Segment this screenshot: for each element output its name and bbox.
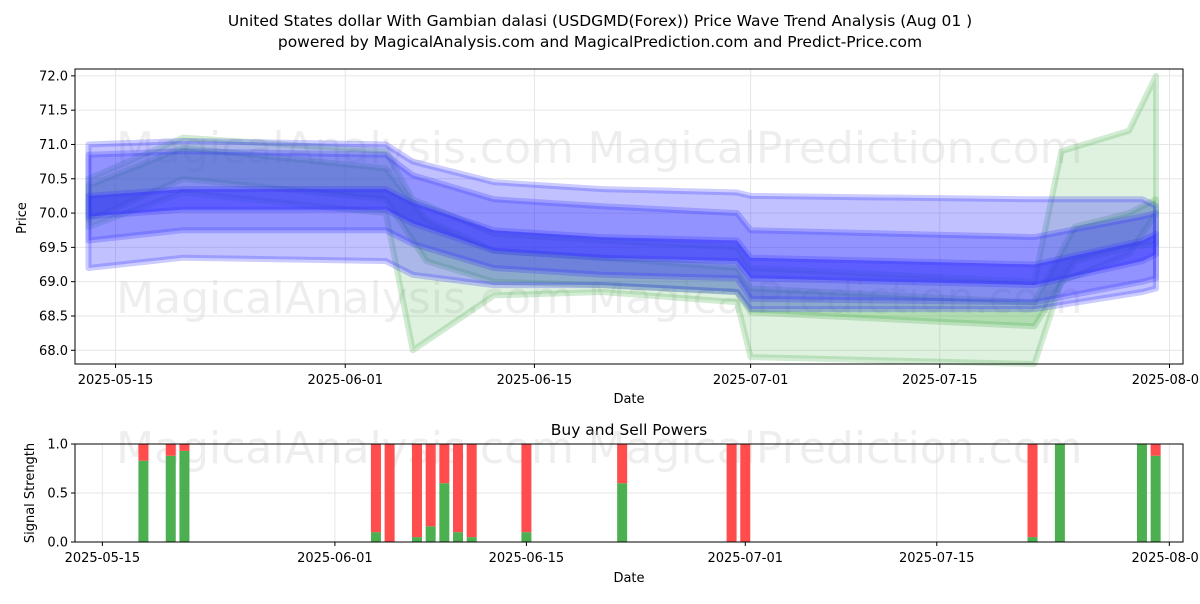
watermark-prediction-top: MagicalPrediction.com — [588, 123, 1083, 174]
price-x-tick-label: 2025-05-15 — [78, 373, 154, 388]
price-y-tick-label: 70.5 — [39, 172, 68, 187]
buy-bar — [617, 483, 628, 542]
sell-bar — [1150, 444, 1161, 456]
price-grid — [75, 69, 1183, 364]
sell-bar — [453, 444, 464, 533]
price-x-tick-label: 2025-06-15 — [497, 373, 573, 388]
sell-bar — [138, 444, 149, 461]
price-y-tick-label: 68.0 — [39, 344, 68, 359]
price-y-tick-label: 69.0 — [39, 275, 68, 290]
price-y-tick-label: 72.0 — [39, 69, 68, 84]
buy-bar — [411, 537, 422, 542]
price-x-axis-label: Date — [613, 392, 644, 407]
signal-x-tick-label: 2025-08-01 — [1132, 551, 1200, 566]
signal-y-axis: 0.0 0.5 1.0 — [47, 438, 75, 551]
signal-x-axis-label: Date — [613, 571, 644, 586]
price-watermarks: MagicalAnalysis.com MagicalPrediction.co… — [116, 123, 1082, 324]
signal-x-tick-label: 2025-06-01 — [297, 551, 373, 566]
signal-x-tick-label: 2025-06-15 — [489, 551, 565, 566]
watermark-analysis-top: MagicalAnalysis.com — [116, 123, 574, 174]
price-y-tick-label: 69.5 — [39, 241, 68, 256]
signal-x-tick-label: 2025-07-01 — [707, 551, 783, 566]
buy-bar — [165, 455, 176, 542]
chart-title-line2: powered by MagicalAnalysis.com and Magic… — [278, 33, 922, 51]
sell-bar — [179, 444, 190, 451]
price-y-tick-label: 70.0 — [39, 207, 68, 222]
signal-panel: Buy and Sell Powers MagicalAnalysis.com … — [23, 421, 1200, 586]
sell-bar — [521, 444, 532, 533]
signal-panel-title: Buy and Sell Powers — [551, 421, 708, 439]
price-y-tick-label: 71.0 — [39, 138, 68, 153]
watermark-analysis-mid: MagicalAnalysis.com — [116, 273, 574, 324]
chart-title-line1: United States dollar With Gambian dalasi… — [228, 12, 972, 30]
signal-x-tick-label: 2025-07-15 — [899, 551, 975, 566]
sell-bar — [165, 444, 176, 456]
buy-bar — [179, 450, 190, 542]
buy-bar — [1027, 537, 1038, 542]
signal-y-tick-label: 0.5 — [47, 487, 68, 502]
signal-y-tick-label: 1.0 — [47, 438, 68, 453]
sell-bar — [1027, 444, 1038, 538]
sell-bar — [384, 444, 395, 542]
signal-x-tick-label: 2025-05-15 — [65, 551, 141, 566]
sell-bar — [740, 444, 751, 542]
signal-watermarks: MagicalAnalysis.com MagicalPrediction.co… — [116, 423, 1082, 474]
price-y-axis: 68.0 68.5 69.0 69.5 70.0 70.5 71.0 71.5 72.0 — [39, 69, 75, 359]
buy-bar — [138, 460, 149, 542]
sell-bar — [425, 444, 436, 527]
sell-bar — [411, 444, 422, 538]
price-x-tick-label: 2025-07-01 — [713, 373, 789, 388]
price-x-tick-label: 2025-08-01 — [1132, 373, 1200, 388]
signal-y-axis-label: Signal Strength — [23, 443, 38, 543]
price-x-tick-label: 2025-07-15 — [902, 373, 978, 388]
price-y-axis-label: Price — [15, 202, 30, 234]
buy-bar — [425, 526, 436, 542]
price-x-axis: 2025-05-15 2025-06-01 2025-06-15 2025-07-01… — [78, 364, 1200, 388]
price-x-tick-label: 2025-06-01 — [307, 373, 383, 388]
price-y-tick-label: 71.5 — [39, 104, 68, 119]
price-panel: MagicalAnalysis.com MagicalPrediction.co… — [15, 68, 1200, 407]
signal-y-tick-label: 0.0 — [47, 536, 68, 551]
sell-bar — [370, 444, 381, 533]
buy-bar — [439, 483, 450, 542]
sell-bar — [617, 444, 628, 484]
signal-x-axis: 2025-05-15 2025-06-01 2025-06-15 2025-07-01… — [65, 542, 1200, 566]
buy-bar — [521, 532, 532, 542]
buy-bar — [453, 532, 464, 542]
sell-bar — [726, 444, 737, 542]
sell-bar — [466, 444, 477, 538]
watermark-prediction-bottom: MagicalPrediction.com — [588, 423, 1083, 474]
signal-bars — [138, 444, 1161, 542]
buy-bar — [466, 537, 477, 542]
buy-bar — [1136, 444, 1147, 542]
buy-bar — [1054, 444, 1065, 542]
buy-bar — [370, 532, 381, 542]
watermark-analysis-bottom: MagicalAnalysis.com — [116, 423, 574, 474]
price-plot-frame — [74, 68, 1184, 365]
blue-wave-band — [85, 186, 1159, 289]
price-y-tick-label: 68.5 — [39, 309, 68, 324]
sell-bar — [439, 444, 450, 484]
price-wave-bands — [85, 72, 1159, 367]
buy-bar — [1150, 455, 1161, 542]
